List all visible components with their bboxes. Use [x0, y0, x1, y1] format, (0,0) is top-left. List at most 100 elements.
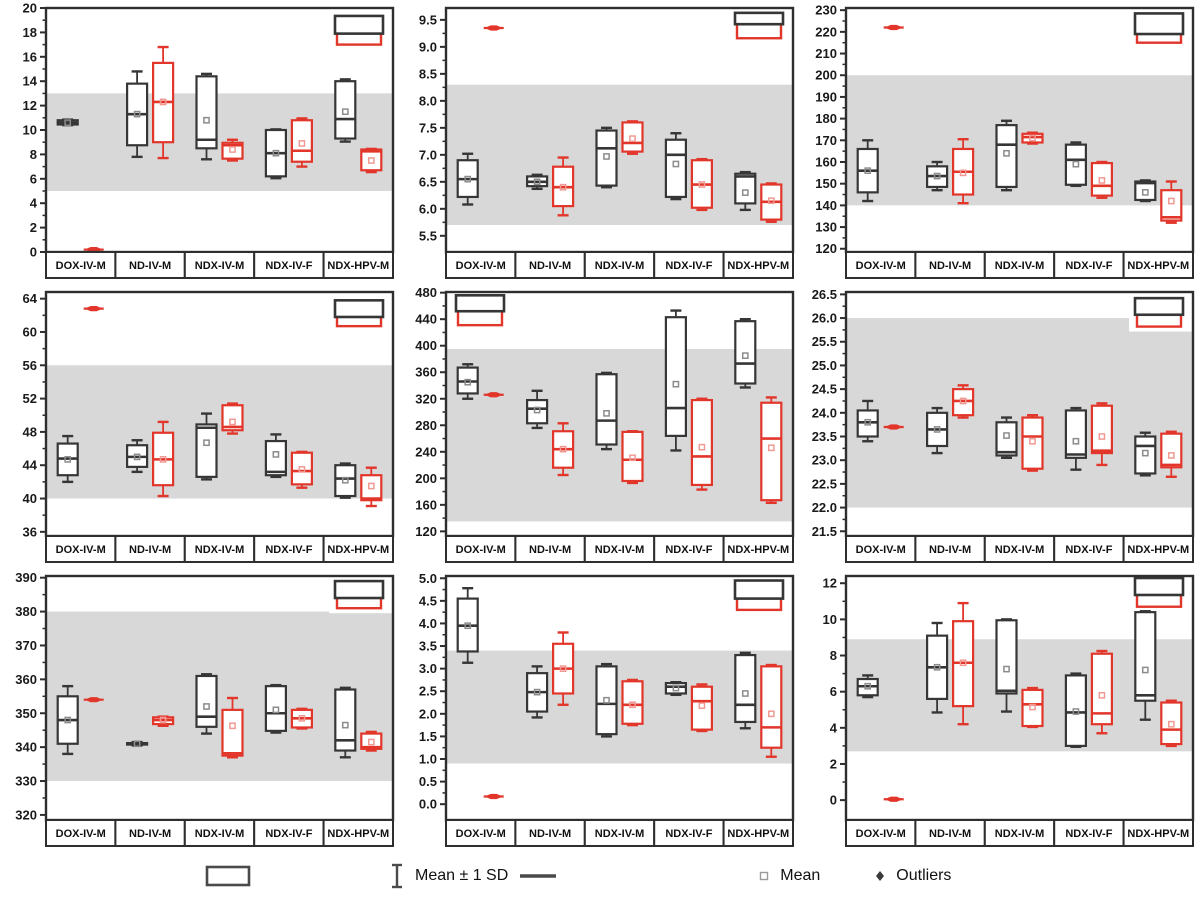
- inset-red-box: [735, 22, 783, 40]
- box-black-NDX-HPV-M: [1134, 610, 1157, 721]
- box-red-NDX-HPV-M-mean-marker: [1167, 452, 1175, 459]
- y-tick-label: 24.0: [812, 405, 837, 420]
- box-black-DOX-IV-M: [856, 139, 879, 203]
- y-tick-label: 20: [23, 1, 37, 16]
- boxplot-grid: 0 2 4 6 8 10 12 14 16 18 20 DOX-IV-M ND-IV-M NDX-IV-M…: [0, 0, 1195, 852]
- box-black-ND-IV-M: [125, 439, 149, 474]
- box-black-DOX-IV-M: [456, 587, 479, 664]
- inset-black-box: [333, 299, 385, 319]
- category-label: NDX-IV-M: [995, 544, 1045, 556]
- box-red-NDX-HPV-M: [760, 182, 783, 223]
- inset-black-box: [733, 11, 785, 26]
- y-tick-label: 6.5: [419, 174, 437, 189]
- box-red-NDX-IV-F: [1090, 402, 1113, 467]
- category-label: ND-IV-M: [529, 260, 571, 272]
- subplot-1: 0 2 4 6 8 10 12 14 16 18 20 DOX-IV-M ND-IV-M NDX-IV-M…: [0, 0, 400, 284]
- y-tick-label: 320: [415, 391, 437, 406]
- box-black-NDX-IV-M: [195, 412, 218, 481]
- box-red-NDX-HPV-M-mean-marker: [367, 738, 375, 746]
- category-label: ND-IV-M: [129, 544, 171, 556]
- legend-mean-label: Mean: [780, 867, 821, 884]
- category-cell: [445, 251, 517, 279]
- reference-band: [846, 318, 1193, 508]
- y-tick-label: 4: [30, 196, 38, 211]
- inset-black-box: [1133, 12, 1185, 36]
- y-tick-label: 60: [23, 324, 37, 339]
- box-black-NDX-IV-M: [595, 371, 618, 451]
- box-red-NDX-IV-M: [621, 430, 644, 485]
- box-black-NDX-IV-M: [595, 662, 618, 738]
- y-tick-label: 12: [823, 576, 837, 591]
- y-tick-label: 7.5: [419, 120, 437, 135]
- box-red-NDX-IV-F-mean-marker: [1098, 691, 1106, 699]
- y-tick-label: 40: [23, 491, 37, 506]
- category-label: NDX-HPV-M: [727, 828, 789, 840]
- category-label: DOX-IV-M: [456, 828, 506, 840]
- box-black-DOX-IV-M-mean-marker: [864, 418, 872, 426]
- category-cell: [914, 251, 986, 279]
- category-label: DOX-IV-M: [56, 260, 106, 272]
- box-black-NDX-IV-M-mean-marker: [203, 116, 210, 124]
- subplot-2: 5.5 6.0 6.5 7.0 7.5 8.0 8.5 9.0 9.5 DOX-IV-M ND-IV…: [400, 0, 800, 284]
- box-red-NDX-IV-F: [1090, 649, 1113, 735]
- y-tick-label: 400: [415, 338, 437, 353]
- box-red-NDX-HPV-M-mean-marker: [767, 444, 775, 452]
- y-tick-label: 10: [23, 123, 37, 138]
- box-red-NDX-IV-M-mean-marker: [1029, 703, 1036, 711]
- box-red-NDX-IV-M: [1021, 413, 1044, 472]
- box-black-NDX-IV-M-mean-marker: [1003, 665, 1010, 673]
- y-tick-label: 25.5: [812, 334, 837, 349]
- y-tick-label: 16: [23, 49, 37, 64]
- category-label: DOX-IV-M: [56, 544, 106, 556]
- box-black-ND-IV-M-mean-marker: [533, 688, 541, 696]
- subplot-svg-3: 120 130 140 150 160 170 180 190 200 210 220 230 DOX-…: [815, 3, 1195, 279]
- y-tick-label: 52: [23, 391, 37, 406]
- y-tick-label: 1.5: [419, 729, 437, 744]
- category-cell: [322, 251, 395, 279]
- box-black-NDX-HPV-M-mean-marker: [1141, 449, 1149, 457]
- box-black-NDX-HPV-M: [1134, 431, 1157, 477]
- box-black-DOX-IV-M: [856, 399, 879, 443]
- box-black-ND-IV-M-mean-marker: [133, 740, 141, 748]
- category-label: NDX-IV-M: [195, 828, 245, 840]
- category-label: DOX-IV-M: [856, 260, 906, 272]
- y-tick-label: 1.0: [419, 752, 437, 767]
- box-black-NDX-IV-F: [264, 433, 287, 479]
- box-black-NDX-IV-F-mean-marker: [272, 149, 280, 157]
- y-tick-label: 210: [815, 46, 837, 61]
- legend-outliers-label: Outliers: [896, 867, 952, 884]
- box-black-NDX-HPV-M-mean-marker: [741, 189, 749, 196]
- box-red-DOX-IV-M-outlier-diamond: [884, 424, 903, 430]
- y-tick-label: 360: [15, 672, 37, 687]
- box-red-NDX-IV-M: [221, 696, 244, 759]
- box-black-DOX-IV-M: [56, 434, 79, 484]
- box-red-ND-IV-M-mean-marker: [959, 659, 967, 667]
- box-red-NDX-IV-F-mean-marker: [298, 140, 306, 147]
- category-label: NDX-HPV-M: [727, 544, 789, 556]
- box-black-NDX-IV-F: [1064, 672, 1087, 749]
- y-tick-label: 6.0: [419, 201, 437, 216]
- y-tick-label: 26.5: [812, 287, 837, 302]
- box-black-NDX-IV-F: [264, 683, 287, 734]
- category-label: ND-IV-M: [529, 544, 571, 556]
- y-tick-label: 2: [30, 220, 37, 235]
- box-black-NDX-IV-F-mean-marker: [1072, 160, 1080, 168]
- inset-black-box: [333, 14, 385, 35]
- box-black-NDX-IV-M-mean-marker: [1003, 149, 1010, 157]
- subplot-7: 320 330 340 350 360 370 380 390 DOX-IV-M ND-IV-M N…: [0, 568, 400, 852]
- box-red-NDX-HPV-M-mean-marker: [767, 197, 775, 205]
- box-black-NDX-IV-F-mean-marker: [672, 684, 680, 692]
- y-tick-label: 120: [415, 524, 437, 539]
- box-black-NDX-IV-F: [664, 132, 687, 201]
- category-label: NDX-HPV-M: [727, 260, 789, 272]
- box-red-ND-IV-M-mean-marker: [159, 716, 167, 724]
- y-tick-label: 44: [23, 458, 38, 473]
- inset-black-box: [454, 294, 506, 313]
- box-red-ND-IV-M: [952, 601, 975, 726]
- category-cell: [983, 535, 1056, 563]
- y-tick-label: 180: [815, 111, 837, 126]
- y-tick-label: 160: [415, 497, 437, 512]
- legend-mean-icon: [760, 871, 769, 881]
- y-tick-label: 220: [815, 24, 837, 39]
- subplot-svg-4: 36 40 44 48 52 56 60 64 DOX-IV-M ND-IV-M NDX-IV-M N…: [23, 290, 395, 563]
